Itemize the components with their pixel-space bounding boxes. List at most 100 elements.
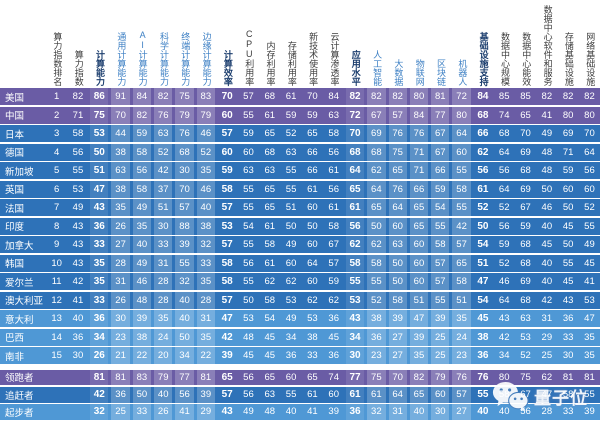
- column-stripe: [196, 291, 215, 309]
- table-cell: 33: [558, 329, 579, 346]
- table-cell: 79: [153, 369, 174, 386]
- column-stripe: [409, 88, 429, 105]
- column-header-label: 通用计算能力: [116, 32, 127, 86]
- column-stripe: [90, 273, 109, 290]
- cell-value: 69: [371, 128, 382, 139]
- table-cell: 24: [451, 328, 472, 346]
- cell-value: 55: [285, 183, 297, 195]
- table-cell: 68: [515, 236, 536, 253]
- cell-value: 75: [392, 146, 403, 158]
- cell-value: 21: [115, 350, 126, 361]
- table-cell: 64: [494, 144, 515, 161]
- cell-value: 49: [584, 239, 595, 250]
- cell-value: 62: [371, 165, 382, 176]
- column-stripe: [154, 199, 173, 216]
- column-stripe: [388, 199, 407, 216]
- column-header: 科学计算能力: [153, 32, 174, 86]
- table-cell: 53: [302, 310, 323, 327]
- column-stripe: [154, 291, 173, 309]
- table-cell: 28: [153, 273, 174, 290]
- cell-value: 45: [562, 220, 574, 232]
- column-header-label: 机器人: [457, 59, 468, 86]
- table-cell: 35: [89, 273, 110, 290]
- cell-value: 64: [498, 146, 510, 158]
- table-cell: 55: [344, 273, 365, 290]
- column-stripe: [452, 310, 471, 327]
- table-cell: 58: [259, 292, 280, 309]
- table-cell: 68: [366, 143, 387, 161]
- table-cell: 50: [472, 218, 493, 235]
- row-label: 澳大利亚: [5, 296, 44, 307]
- table-cell: 40: [494, 404, 515, 420]
- cell-value: 31: [157, 257, 169, 269]
- column-stripe: [431, 310, 450, 327]
- table-cell: 54: [259, 310, 280, 327]
- cell-value: 48: [243, 331, 254, 343]
- table-cell: 70: [217, 88, 238, 105]
- column-stripe: [132, 143, 152, 161]
- table-cell: 54: [238, 218, 259, 235]
- cell-value: 61: [328, 165, 339, 176]
- table-cell: 53: [217, 218, 238, 235]
- cell-value: 70: [179, 183, 190, 195]
- table-cell: 75: [174, 88, 195, 105]
- cell-value: 34: [498, 350, 510, 361]
- table-cell: 57: [217, 292, 238, 309]
- cell-value: 60: [456, 146, 467, 158]
- cell-value: 59: [498, 239, 510, 250]
- column-stripe: [132, 386, 152, 403]
- table-cell: 54: [472, 292, 493, 309]
- cell-value: 53: [307, 313, 318, 324]
- column-stripe: [409, 199, 429, 216]
- cell-value: 41: [179, 406, 190, 418]
- cell-value: 23: [371, 350, 382, 361]
- column-stripe: [431, 291, 450, 309]
- cell-value: 58: [392, 294, 403, 306]
- column-header: AI计算能力: [131, 30, 152, 86]
- table-cell: 52: [515, 347, 536, 364]
- table-cell: 65: [217, 370, 238, 386]
- cell-value: 25: [115, 406, 126, 418]
- cell-value: 59: [221, 165, 233, 176]
- cell-value: 45: [264, 331, 276, 343]
- table-row: 法国 7 49 43 35 49 51 57 40 57 55 65 51 60 61 61 65 64 65 54 5…: [0, 199, 600, 216]
- column-header-label: 计算能力: [95, 50, 105, 86]
- cell-value: 55: [434, 220, 446, 232]
- column-header: 云计算渗透率: [323, 32, 344, 86]
- column-stripe: [409, 254, 429, 272]
- cell-value: 57: [243, 91, 254, 102]
- table-cell: 35: [110, 199, 131, 216]
- cell-value: 70: [307, 91, 318, 102]
- table-cell: 62: [344, 236, 365, 253]
- column-stripe: [409, 125, 429, 142]
- table-cell: 46: [536, 199, 557, 216]
- table-cell: 48: [259, 404, 280, 420]
- table-cell: 38: [195, 217, 216, 235]
- column-stripe: [132, 162, 152, 179]
- table-cell: 65: [451, 254, 472, 272]
- cell-value: 45: [584, 257, 595, 269]
- table-cell: 62: [323, 292, 344, 309]
- table-cell: 51: [89, 162, 110, 179]
- row-label: 加拿大: [5, 240, 34, 252]
- cell-value: 28: [115, 257, 126, 269]
- table-cell: 38: [302, 329, 323, 346]
- cell-value: 82: [349, 91, 361, 102]
- cell-value: 57: [434, 276, 446, 287]
- column-stripe: [431, 180, 450, 198]
- table-cell: 91: [110, 88, 131, 105]
- table-cell: 52: [494, 199, 515, 216]
- table-cell: 49: [579, 236, 600, 253]
- column-stripe: [431, 273, 450, 290]
- column-header-label: 存储基础设施: [563, 32, 574, 86]
- table-cell: 35: [153, 310, 174, 327]
- column-stripe: [431, 236, 450, 253]
- table-cell: 64: [494, 292, 515, 309]
- table-cell: 57: [430, 273, 451, 290]
- cell-value: 55: [349, 276, 361, 287]
- table-cell: 53: [280, 292, 301, 309]
- column-header: 数据中心能效: [515, 32, 536, 86]
- table-cell: 61: [280, 88, 301, 105]
- cell-value: 82: [371, 91, 382, 102]
- cell-value: 55: [456, 165, 467, 176]
